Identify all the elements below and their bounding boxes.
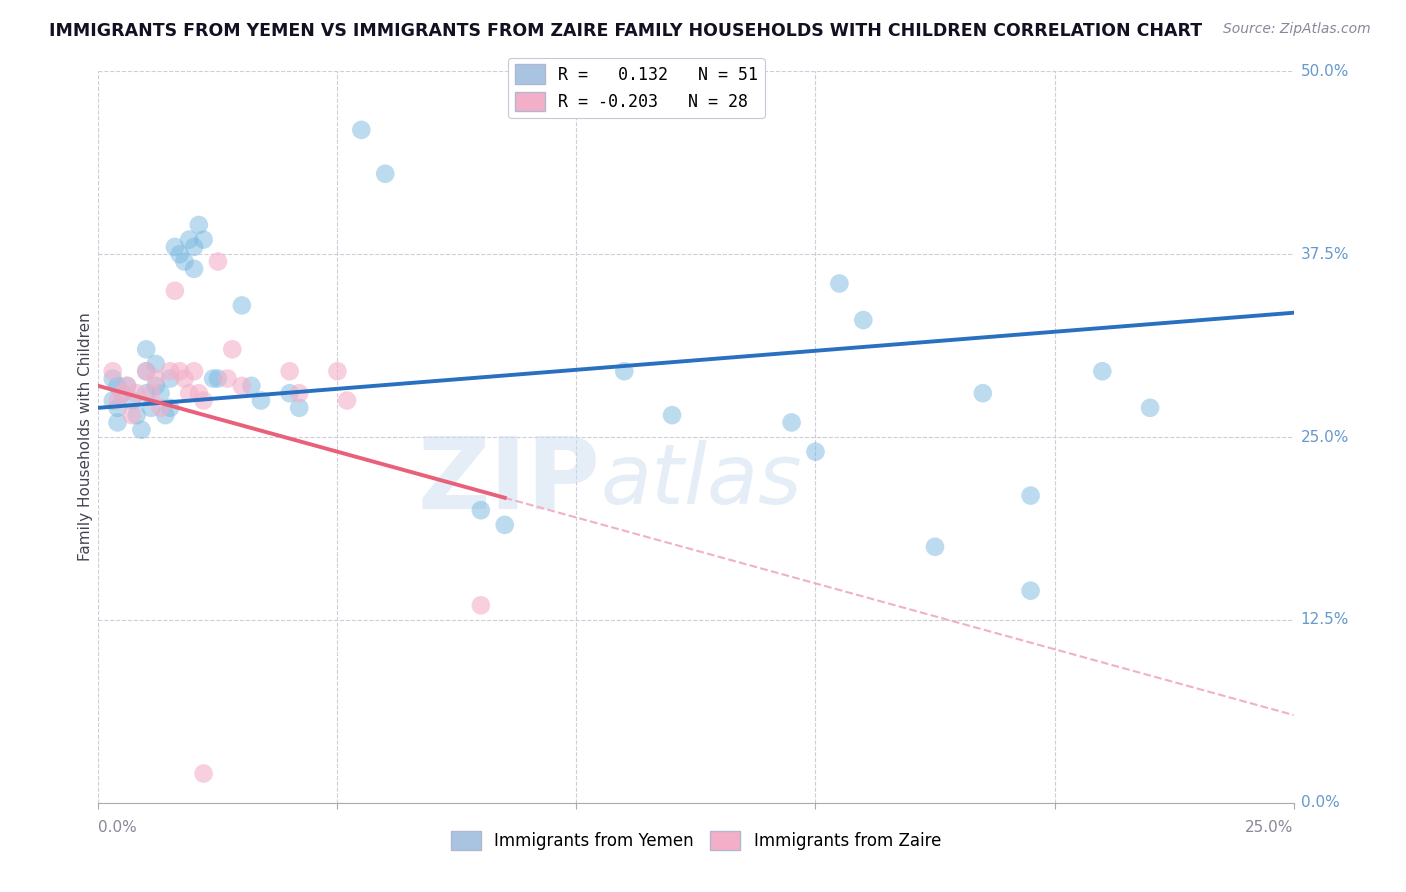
Point [179, 233, 201, 247]
Point [494, 517, 516, 532]
Point [804, 444, 827, 458]
Point [972, 386, 994, 401]
Point [115, 379, 138, 393]
Point [173, 371, 195, 385]
Point [470, 503, 492, 517]
Point [250, 393, 273, 408]
Point [145, 371, 167, 385]
Point [193, 393, 215, 408]
Point [613, 364, 636, 378]
Point [135, 386, 157, 401]
Point [288, 386, 311, 401]
Text: 0.0%: 0.0% [1301, 796, 1340, 810]
Point [231, 298, 253, 312]
Point [169, 364, 191, 378]
Point [780, 416, 803, 430]
Point [107, 401, 129, 415]
Y-axis label: Family Households with Children: Family Households with Children [77, 313, 93, 561]
Text: atlas: atlas [600, 441, 801, 522]
Point [217, 371, 239, 385]
Point [107, 393, 129, 408]
Text: 12.5%: 12.5% [1301, 613, 1350, 627]
Point [852, 313, 875, 327]
Point [149, 386, 172, 401]
Point [173, 254, 195, 268]
Point [202, 371, 225, 385]
Point [111, 386, 134, 401]
Point [139, 386, 162, 401]
Point [661, 408, 683, 422]
Point [135, 364, 157, 378]
Point [101, 393, 124, 408]
Point [924, 540, 946, 554]
Point [115, 379, 138, 393]
Point [240, 379, 263, 393]
Point [187, 386, 209, 401]
Text: 0.0%: 0.0% [98, 821, 138, 835]
Point [350, 123, 373, 137]
Point [121, 408, 143, 422]
Text: 37.5%: 37.5% [1301, 247, 1350, 261]
Point [139, 401, 162, 415]
Point [131, 423, 153, 437]
Point [121, 393, 143, 408]
Legend: Immigrants from Yemen, Immigrants from Zaire: Immigrants from Yemen, Immigrants from Z… [444, 824, 948, 856]
Point [145, 379, 167, 393]
Point [288, 401, 311, 415]
Point [163, 240, 186, 254]
Point [187, 218, 209, 232]
Point [101, 364, 124, 378]
Point [159, 371, 181, 385]
Point [179, 386, 201, 401]
Point [111, 386, 134, 401]
Point [169, 247, 191, 261]
Point [149, 401, 172, 415]
Point [101, 371, 124, 385]
Point [159, 401, 181, 415]
Point [125, 408, 148, 422]
Text: ZIP: ZIP [418, 433, 600, 530]
Point [828, 277, 851, 291]
Point [135, 364, 157, 378]
Point [145, 357, 167, 371]
Text: 50.0%: 50.0% [1301, 64, 1350, 78]
Point [155, 408, 177, 422]
Point [107, 379, 129, 393]
Point [1019, 583, 1042, 598]
Point [221, 343, 243, 357]
Point [107, 416, 129, 430]
Point [125, 386, 148, 401]
Point [207, 371, 229, 385]
Point [207, 254, 229, 268]
Point [326, 364, 349, 378]
Point [1019, 489, 1042, 503]
Point [231, 379, 253, 393]
Point [470, 599, 492, 613]
Point [336, 393, 359, 408]
Point [1139, 401, 1161, 415]
Point [183, 364, 205, 378]
Point [193, 233, 215, 247]
Point [1091, 364, 1114, 378]
Text: IMMIGRANTS FROM YEMEN VS IMMIGRANTS FROM ZAIRE FAMILY HOUSEHOLDS WITH CHILDREN C: IMMIGRANTS FROM YEMEN VS IMMIGRANTS FROM… [49, 22, 1202, 40]
Point [183, 261, 205, 276]
Point [183, 240, 205, 254]
Point [163, 284, 186, 298]
Point [193, 766, 215, 780]
Point [159, 364, 181, 378]
Point [135, 343, 157, 357]
Text: Source: ZipAtlas.com: Source: ZipAtlas.com [1223, 22, 1371, 37]
Point [374, 167, 396, 181]
Point [278, 386, 301, 401]
Text: 25.0%: 25.0% [1301, 430, 1350, 444]
Point [278, 364, 301, 378]
Text: 25.0%: 25.0% [1246, 821, 1294, 835]
